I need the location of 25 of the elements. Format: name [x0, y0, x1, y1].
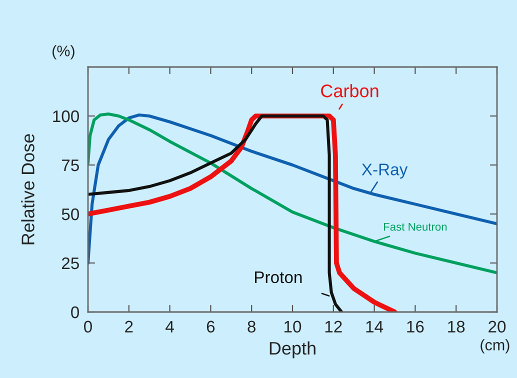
series-label: Proton: [255, 272, 302, 284]
series-label: Carbon: [321, 84, 378, 98]
series-label: Fast Neutron: [384, 222, 447, 231]
x-tick-label: 20: [488, 320, 506, 333]
x-tick-label: 12: [325, 320, 342, 332]
x-tick-label: 10: [284, 320, 302, 333]
x-tick-label: 16: [407, 320, 424, 333]
y-tick-label: 100: [53, 110, 80, 122]
x-tick-label: 0: [84, 320, 92, 333]
y-axis-title: Relative Dose: [21, 134, 34, 244]
y-tick-label: 25: [62, 257, 79, 270]
x-tick-label: 4: [166, 320, 174, 332]
y-tick-label: 0: [71, 306, 80, 318]
text: (%): [52, 45, 74, 60]
x-tick-label: 14: [366, 320, 384, 332]
x-tick-label: 2: [125, 320, 133, 332]
x-axis-title: Depth: [270, 341, 316, 358]
line-series: [88, 114, 344, 312]
y-tick-label: 50: [62, 208, 80, 220]
x-tick-label: 6: [206, 320, 215, 333]
series-label: X-Ray: [362, 164, 408, 179]
text: (cm): [480, 339, 510, 354]
y-tick-label: 75: [62, 160, 79, 172]
x-tick-label: 8: [248, 320, 256, 333]
x-tick-label: 18: [448, 320, 465, 333]
